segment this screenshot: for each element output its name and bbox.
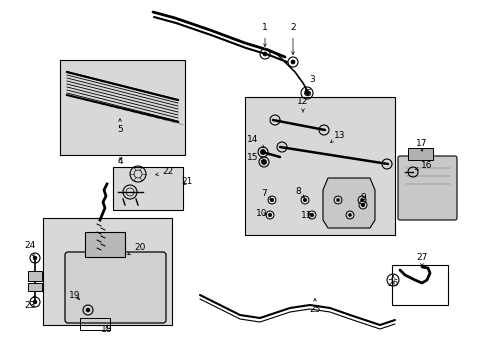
Text: 12: 12 (297, 98, 308, 112)
Text: 4: 4 (117, 158, 122, 166)
Circle shape (263, 52, 266, 56)
Circle shape (86, 308, 90, 312)
Text: 17: 17 (415, 139, 427, 151)
Text: 23: 23 (24, 295, 36, 310)
Text: 7: 7 (261, 189, 271, 200)
Text: 27: 27 (415, 252, 427, 266)
Circle shape (33, 256, 37, 260)
Circle shape (270, 198, 273, 202)
Text: 3: 3 (305, 76, 314, 91)
FancyBboxPatch shape (397, 156, 456, 220)
Text: 2: 2 (289, 23, 295, 54)
Text: 22: 22 (156, 167, 173, 176)
Text: 11: 11 (301, 211, 312, 220)
Circle shape (361, 203, 364, 207)
Text: 15: 15 (247, 153, 264, 162)
Text: 18: 18 (101, 325, 113, 334)
Text: 25: 25 (309, 298, 320, 315)
Circle shape (290, 60, 294, 64)
Circle shape (304, 90, 309, 95)
Text: 9: 9 (359, 194, 365, 202)
Bar (28, 283, 42, 291)
Text: 21: 21 (181, 177, 192, 186)
Bar (60, 60, 184, 155)
Text: 26: 26 (386, 275, 398, 288)
Text: 8: 8 (295, 188, 304, 198)
Circle shape (348, 213, 351, 216)
Bar (43, 218, 172, 325)
Circle shape (303, 198, 306, 202)
Text: 13: 13 (330, 130, 345, 143)
Text: 1: 1 (262, 23, 267, 46)
Circle shape (336, 198, 339, 202)
Text: 6: 6 (305, 89, 310, 98)
Text: 16: 16 (415, 161, 432, 170)
Circle shape (360, 198, 363, 202)
Text: 19: 19 (69, 291, 81, 300)
Circle shape (33, 300, 37, 304)
FancyBboxPatch shape (65, 252, 165, 323)
Bar (80, 318, 110, 330)
Bar (113, 167, 183, 210)
Circle shape (260, 149, 265, 154)
Text: 20: 20 (127, 243, 145, 255)
Circle shape (309, 213, 313, 217)
Text: 14: 14 (247, 135, 264, 148)
Circle shape (267, 213, 271, 217)
Bar (391, 265, 447, 305)
Text: 5: 5 (117, 119, 122, 135)
Bar (28, 271, 42, 281)
Circle shape (261, 159, 266, 165)
Text: 24: 24 (24, 240, 36, 257)
Bar (85, 232, 125, 257)
Bar (244, 97, 394, 235)
Text: 10: 10 (256, 210, 267, 219)
Polygon shape (323, 178, 374, 228)
Bar (407, 148, 432, 160)
